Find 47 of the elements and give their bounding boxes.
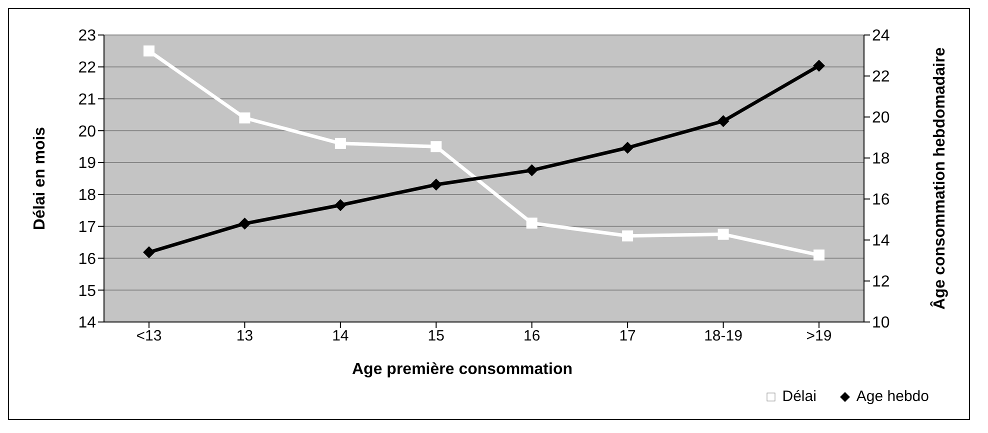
point: [144, 45, 154, 56]
y2-tick-label: 14: [872, 232, 890, 250]
x-tick-label: 18-19: [704, 328, 742, 345]
y-tick-label: 14: [78, 314, 96, 332]
point: [814, 250, 824, 261]
y-tick-label: 18: [78, 187, 96, 204]
y-tick-label: 23: [78, 28, 96, 45]
x-tick-label: 15: [428, 328, 444, 345]
x-tick-label: <13: [136, 328, 162, 345]
x-tick-label: 16: [524, 328, 540, 345]
x-tick-label: 13: [236, 328, 254, 345]
y-tick-label: 15: [78, 282, 96, 300]
point: [334, 199, 346, 212]
point: [143, 246, 155, 258]
point: [238, 218, 251, 230]
point: [622, 230, 634, 242]
point: [526, 164, 538, 176]
y-tick-label: 16: [78, 250, 96, 268]
point: [430, 178, 442, 191]
y-tick-label: 22: [78, 60, 96, 77]
point: [813, 60, 825, 72]
y2-tick-label: 10: [872, 314, 890, 332]
legend-label: Age hebdo: [856, 388, 929, 405]
point: [717, 115, 730, 128]
y-tick-label: 19: [78, 155, 96, 172]
y2-tick-label: 20: [872, 110, 890, 127]
y2-tick-label: 16: [872, 192, 890, 209]
y-tick-label: 21: [78, 91, 96, 108]
point: [526, 218, 538, 229]
point: [239, 112, 250, 124]
y2-tick-label: 18: [872, 150, 890, 168]
y2-tick-label: 22: [872, 68, 890, 86]
x-tick-label: 14: [332, 328, 349, 345]
y2-tick-label: 12: [872, 274, 890, 291]
point: [718, 228, 729, 240]
x-tick-label: 17: [619, 328, 636, 345]
point: [430, 141, 442, 152]
x-axis-title: Age première consommation: [352, 361, 572, 378]
y-tick-label: 20: [78, 123, 96, 140]
point: [334, 138, 346, 149]
legend-label: Délai: [782, 388, 816, 405]
y2-axis-title: Âge consommation hebdomadaire: [930, 47, 949, 310]
y2-tick-label: 24: [872, 28, 890, 45]
x-tick-label: >19: [806, 328, 832, 345]
y-axis-title: Délai en mois: [32, 126, 49, 230]
y-tick-label: 17: [78, 219, 96, 236]
point: [622, 142, 634, 154]
